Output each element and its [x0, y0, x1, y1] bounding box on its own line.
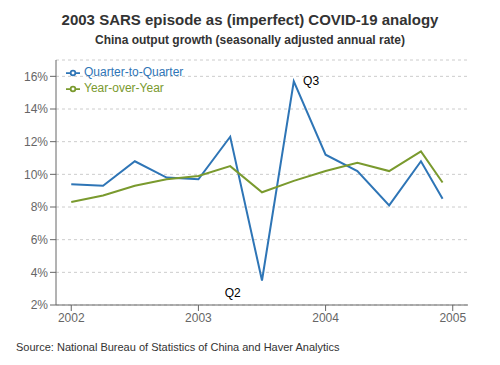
- html-text:China output growth (seasonall: China output growth (seasonally adjusted…: [95, 33, 405, 47]
- svg-text:2002: 2002: [58, 311, 85, 325]
- svg-text:16%: 16%: [24, 70, 48, 84]
- svg-text:12%: 12%: [24, 135, 48, 149]
- svg-text:6%: 6%: [31, 233, 49, 247]
- svg-text:10%: 10%: [24, 168, 48, 182]
- svg-text:Q3: Q3: [303, 74, 319, 88]
- html-text:Year-over-Year: Year-over-Year: [84, 81, 164, 95]
- html-text:Quarter-to-Quarter: Quarter-to-Quarter: [84, 65, 184, 79]
- html-text:2003 SARS episode as (imperfec: 2003 SARS episode as (imperfect) COVID-1…: [61, 11, 439, 28]
- svg-text:2003: 2003: [185, 311, 212, 325]
- svg-text:2004: 2004: [312, 311, 339, 325]
- svg-text:Q2: Q2: [225, 286, 241, 300]
- svg-text:8%: 8%: [31, 200, 49, 214]
- svg-text:2%: 2%: [31, 298, 49, 312]
- svg-text:4%: 4%: [31, 266, 49, 280]
- svg-text:2005: 2005: [439, 311, 466, 325]
- svg-text:14%: 14%: [24, 102, 48, 116]
- html-text:Source: National Bureau of Sta: Source: National Bureau of Statistics of…: [16, 341, 340, 353]
